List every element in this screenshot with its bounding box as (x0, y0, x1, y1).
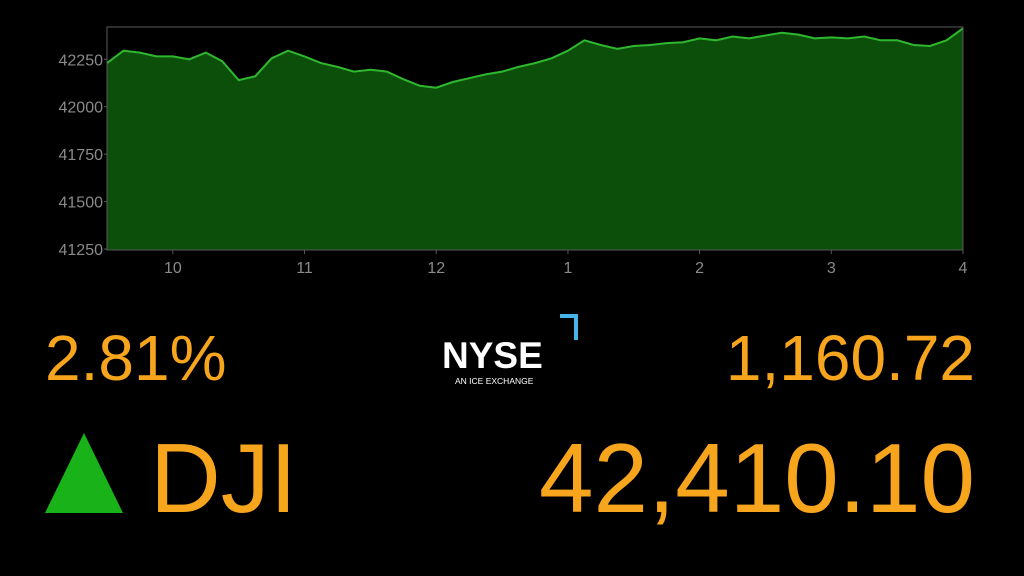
y-tick-label: 41500 (59, 195, 104, 212)
x-tick-label: 3 (827, 260, 836, 277)
x-tick-label: 4 (959, 260, 968, 277)
symbol: DJI (150, 423, 297, 533)
x-tick-label: 1 (563, 260, 572, 277)
change-percent: 2.81% (45, 322, 226, 394)
change-points: 1,160.72 (726, 322, 975, 394)
x-tick-label: 2 (695, 260, 704, 277)
x-tick-label: 12 (427, 260, 445, 277)
price: 42,410.10 (539, 423, 975, 533)
y-tick-label: 41250 (59, 242, 104, 259)
up-arrow (45, 433, 123, 513)
plot-frame (106, 26, 964, 251)
x-tick-label: 10 (164, 260, 182, 277)
x-tick-label: 11 (296, 260, 313, 277)
logo-bracket (560, 314, 578, 340)
exchange-logo: NYSE AN ICE EXCHANGE (442, 314, 578, 386)
plot (106, 27, 964, 250)
line (106, 27, 964, 89)
area (107, 28, 963, 250)
exchange-name: NYSE (442, 335, 543, 376)
y-tick-label: 42250 (59, 52, 104, 69)
exchange-tagline: AN ICE EXCHANGE (455, 376, 534, 386)
y-tick-label: 41750 (59, 147, 104, 164)
y-tick-label: 42000 (59, 100, 104, 117)
